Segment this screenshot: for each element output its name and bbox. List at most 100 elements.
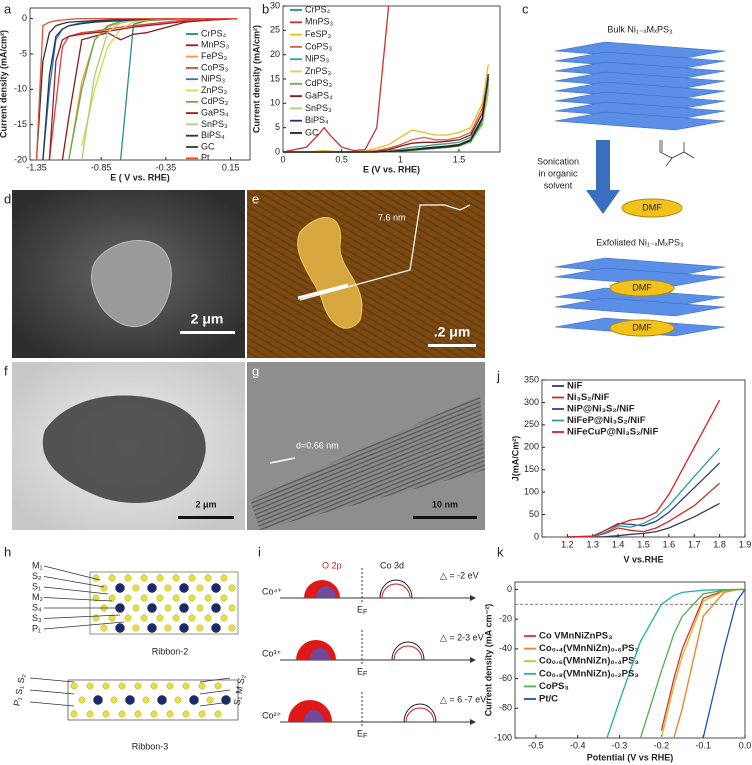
sulfur-atom	[188, 594, 196, 602]
arrow-head	[586, 190, 620, 214]
legend-label: MnPS₃	[201, 40, 230, 50]
y-tick-label: -10	[14, 84, 27, 94]
y-tick-label: 0	[22, 13, 27, 23]
sulfur-atom	[70, 682, 78, 690]
sulfur-atom	[228, 584, 236, 592]
scale-label: 2 μm	[191, 311, 224, 327]
legend-label: Pt/C	[539, 694, 558, 705]
y-axis-label: Current density (mA/cm²)	[0, 30, 8, 138]
site-label: S₂	[32, 571, 42, 581]
dmf	[609, 319, 675, 337]
y-tick-label: 30	[270, 0, 280, 10]
sulfur-atom	[124, 614, 132, 622]
panel-letter: f	[4, 363, 8, 378]
height-label: 7.6 nm	[378, 212, 406, 222]
sulfur-atom	[156, 614, 164, 622]
co3d-band	[310, 648, 330, 660]
ion-label: Co⁴⁺	[262, 586, 282, 596]
afm-image	[247, 190, 485, 358]
series-line	[283, 64, 489, 153]
sulfur-atom	[164, 604, 172, 612]
sulfur-atom	[196, 624, 204, 632]
series-line	[567, 447, 721, 538]
co3d-band	[381, 583, 411, 599]
metal-atom	[211, 623, 221, 633]
y-tick-label: 50	[529, 509, 539, 519]
sulfur-atom	[140, 614, 148, 622]
metal-atom	[147, 603, 157, 613]
metal-atom	[115, 603, 125, 613]
flake	[297, 217, 363, 329]
legend-label: ZnPS₃	[305, 66, 332, 76]
metal-atom	[189, 695, 199, 705]
panel-letter: e	[252, 191, 259, 206]
sulfur-atom	[100, 624, 108, 632]
x-axis-label: Potential (V vs RHE)	[587, 752, 674, 762]
sulfur-atom	[196, 584, 204, 592]
site-label: M₂	[32, 592, 43, 602]
legend-label: CrPS₄	[201, 28, 227, 38]
site-label: S₁	[32, 581, 41, 591]
x-tick-label: -0.85	[91, 162, 112, 172]
panel-h: Ribbon-2 Ribbon-3 P₁ S₁ S₂ S₁ M S₂ M₁S₂S…	[12, 560, 247, 751]
y-tick-label: 0	[534, 531, 539, 541]
sulfur-atom	[174, 696, 182, 704]
sulfur-atom	[228, 624, 236, 632]
step-label: solvent	[544, 180, 573, 190]
panel-letter: i	[258, 544, 261, 559]
gap-label: △ = 6 -7 eV	[440, 694, 486, 704]
legend-label: CdPS₃	[305, 78, 333, 88]
sulfur-atom	[156, 594, 164, 602]
layer	[554, 111, 726, 131]
sulfur-atom	[140, 574, 148, 582]
y-tick-label: 5	[275, 122, 280, 132]
y-axis-label: Current density (mA cm⁻²)	[483, 604, 493, 716]
legend-label: GaPS₄	[201, 107, 229, 117]
ribbon-label: Ribbon-2	[152, 646, 189, 656]
panel-letter: b	[262, 1, 269, 16]
spacing-mark	[269, 457, 296, 464]
legend-label: Co₀.₄(VMnNiZn)₀.₆PS₃	[539, 643, 639, 654]
series-line	[35, 17, 238, 161]
panel-letter: g	[252, 363, 259, 378]
y-tick-label: 15	[270, 73, 280, 83]
site-label: P₁	[32, 623, 41, 633]
scale-bar	[428, 344, 476, 347]
pointer	[199, 701, 231, 707]
y-tick-label: 150	[524, 464, 539, 474]
sulfur-atom	[220, 574, 228, 582]
y-axis-label: Current density (mA/cm²)	[251, 25, 261, 133]
legend-label: NiFeCuP@Ni₃S₂/NiF	[567, 427, 658, 438]
sulfur-atom	[134, 710, 142, 718]
legend-label: Co₀.₆(VMnNiZn)₀.₄PS₃	[539, 656, 639, 667]
y-tick-label: 100	[524, 487, 539, 497]
x-tick-label: 1	[398, 154, 403, 164]
co3d-band	[403, 703, 437, 723]
x-axis-label: E (V vs. RHE)	[363, 164, 420, 174]
exfoliated-label: Exfoliated Ni₁₋ₓMₓPS₃	[596, 237, 684, 247]
sulfur-atom	[188, 614, 196, 622]
legend-label: NiFeP@Ni₃S₂/NiF	[567, 415, 646, 426]
sulfur-atom	[164, 624, 172, 632]
legend-label: FePS₃	[201, 51, 228, 61]
panel-letter: h	[4, 544, 11, 559]
y-tick-label: 300	[524, 397, 539, 407]
scale-label: 2 μm	[195, 499, 216, 509]
x-tick-label: 1.9	[739, 539, 752, 549]
band-label: Co 3d	[380, 560, 404, 570]
sulfur-atom	[108, 594, 116, 602]
lattice	[250, 395, 485, 530]
pointer	[43, 621, 125, 630]
x-tick-label: -0.4	[570, 740, 586, 750]
x-tick-label: 0.15	[222, 162, 240, 172]
panel-letter: c	[522, 1, 529, 16]
sulfur-atom	[70, 710, 78, 718]
sulfur-atom	[142, 696, 150, 704]
sulfur-atom	[140, 594, 148, 602]
fermi-subscript: F	[363, 671, 367, 678]
flake	[90, 240, 172, 327]
x-tick-label: -0.1	[695, 740, 711, 750]
legend-label: GaPS₄	[305, 90, 333, 100]
co3d-band	[379, 579, 413, 599]
